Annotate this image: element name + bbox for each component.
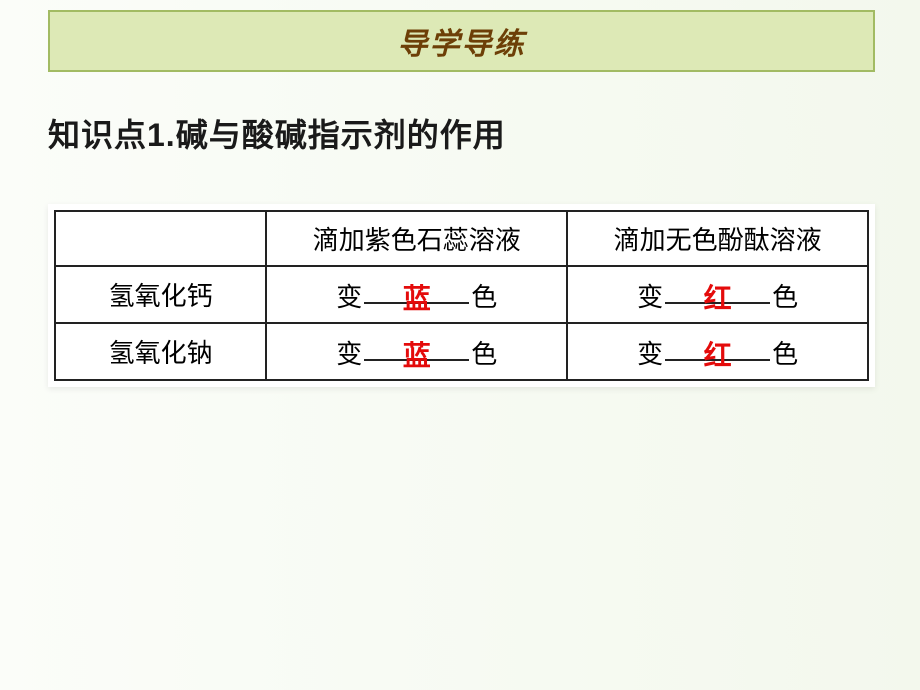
indicator-table: 滴加紫色石蕊溶液 滴加无色酚酞溶液 氢氧化钙 变蓝色 变红色 氢氧化钠 变蓝色 … [54,210,869,381]
row1-phenol-cell: 变红色 [567,266,868,323]
title-bar: 导学导练 [48,10,875,72]
blank-underline: 红 [665,275,770,304]
blank-underline: 红 [665,332,770,361]
title-text: 导学导练 [398,19,526,63]
row1-litmus-cell: 变蓝色 [266,266,567,323]
prefix: 变 [336,283,362,312]
row2-label: 氢氧化钠 [55,323,266,380]
prefix: 变 [637,283,663,312]
indicator-table-wrap: 滴加紫色石蕊溶液 滴加无色酚酞溶液 氢氧化钙 变蓝色 变红色 氢氧化钠 变蓝色 … [48,204,875,387]
table-row: 氢氧化钙 变蓝色 变红色 [55,266,868,323]
suffix: 色 [471,283,497,312]
answer: 红 [704,341,732,372]
table-header-row: 滴加紫色石蕊溶液 滴加无色酚酞溶液 [55,211,868,266]
table-row: 氢氧化钠 变蓝色 变红色 [55,323,868,380]
knowledge-point-heading: 知识点1.碱与酸碱指示剂的作用 [48,110,506,156]
suffix: 色 [772,340,798,369]
prefix: 变 [336,340,362,369]
blank-underline: 蓝 [364,332,469,361]
suffix: 色 [471,340,497,369]
row2-litmus-cell: 变蓝色 [266,323,567,380]
header-phenolphthalein: 滴加无色酚酞溶液 [567,211,868,266]
answer: 蓝 [403,284,431,315]
answer: 蓝 [403,341,431,372]
header-empty [55,211,266,266]
header-litmus: 滴加紫色石蕊溶液 [266,211,567,266]
blank-underline: 蓝 [364,275,469,304]
suffix: 色 [772,283,798,312]
answer: 红 [704,284,732,315]
row1-label: 氢氧化钙 [55,266,266,323]
prefix: 变 [637,340,663,369]
row2-phenol-cell: 变红色 [567,323,868,380]
